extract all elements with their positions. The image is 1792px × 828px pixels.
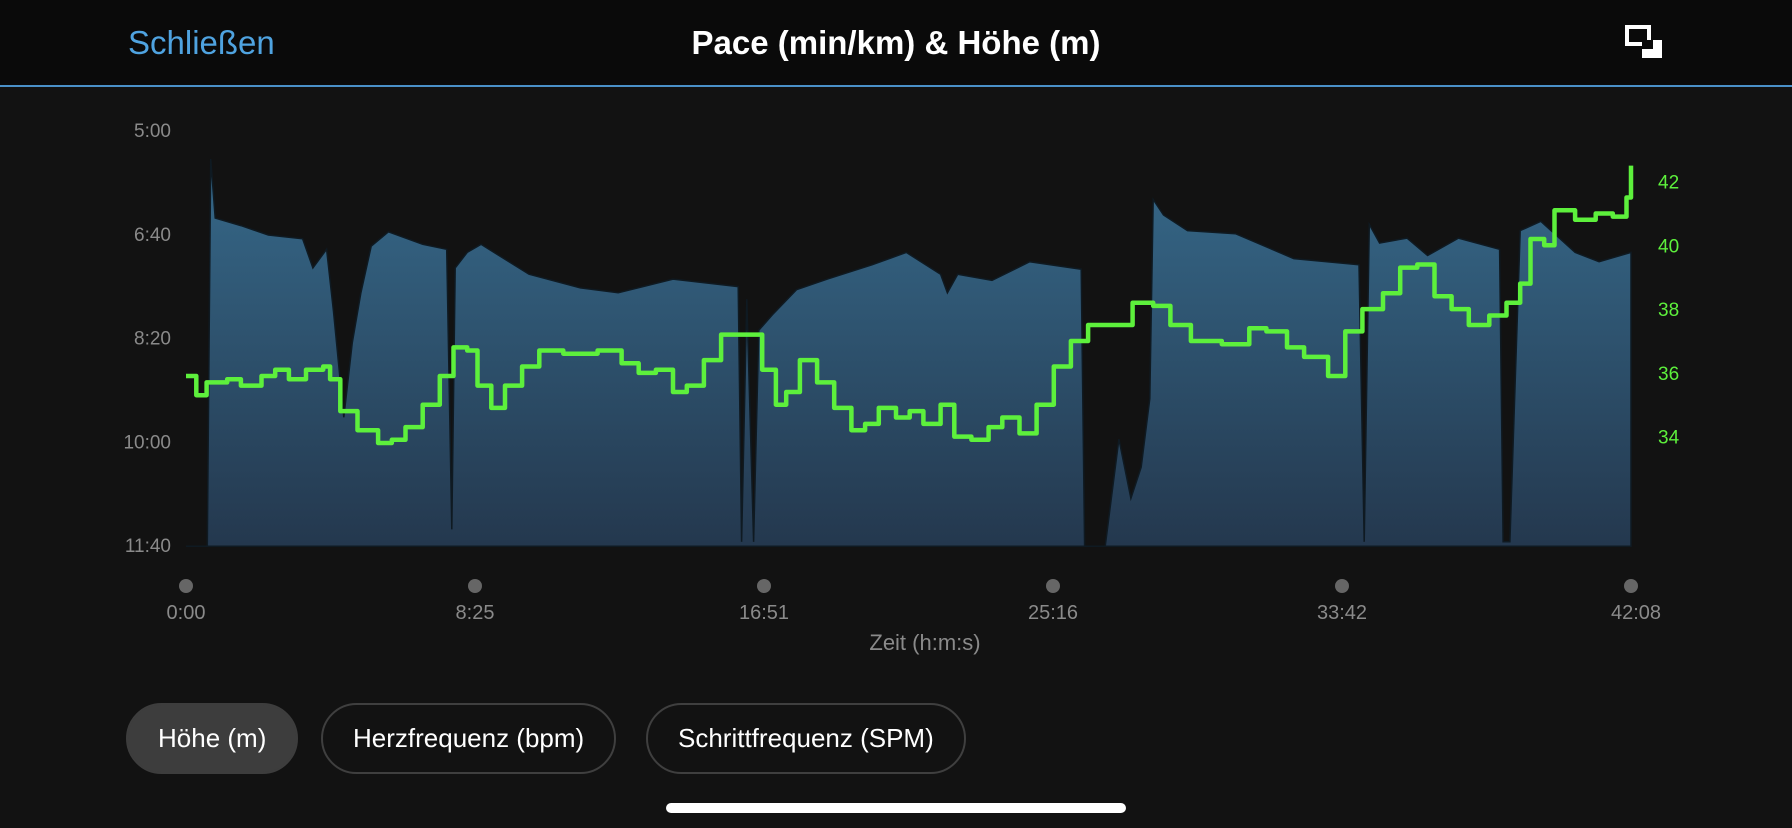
pace-axis-tick-label: 11:40: [125, 536, 171, 557]
time-axis-tick-label: 8:25: [456, 602, 495, 624]
page-title: Pace (min/km) & Höhe (m): [691, 24, 1101, 61]
time-axis-tick-dot: [1046, 579, 1060, 593]
time-axis-tick-dot: [468, 579, 482, 593]
pace-axis-tick-label: 10:00: [123, 432, 171, 453]
pace-axis-tick-label: 8:20: [134, 329, 171, 350]
filter-elevation-button[interactable]: Höhe (m): [126, 703, 299, 774]
filter-heart-rate-button[interactable]: Herzfrequenz (bpm): [321, 703, 617, 774]
elevation-axis-tick-label: 42: [1658, 173, 1679, 194]
elevation-axis-tick-label: 34: [1658, 428, 1680, 449]
time-axis-tick-dot: [179, 579, 193, 593]
time-axis-title: Zeit (h:m:s): [869, 630, 980, 655]
pace-elevation-chart: 5:00 6:40 8:20 10:00 11:40 42 40 38 36 34 0:00 8:25…: [123, 121, 1680, 655]
pace-axis-tick-label: 5:00: [134, 121, 171, 142]
fullscreen-toggle-icon[interactable]: [1624, 24, 1666, 64]
filter-cadence-button[interactable]: Schrittfrequenz (SPM): [646, 703, 966, 774]
elevation-axis-tick-label: 40: [1658, 236, 1679, 257]
time-axis-tick-dot: [1335, 579, 1349, 593]
pace-axis-tick-label: 6:40: [134, 225, 171, 246]
time-axis-tick-label: 16:51: [739, 602, 789, 624]
home-indicator: [666, 803, 1126, 813]
elevation-axis-tick-label: 36: [1658, 364, 1679, 385]
time-axis-tick-label: 33:42: [1317, 602, 1367, 624]
time-axis-tick-label: 25:16: [1028, 602, 1078, 624]
time-axis-tick-label: 0:00: [167, 602, 206, 624]
close-button[interactable]: Schließen: [128, 24, 275, 61]
pace-area-series: [186, 158, 1632, 547]
time-axis-tick-dot: [757, 579, 771, 593]
elevation-axis-tick-label: 38: [1658, 300, 1679, 321]
time-axis-tick-label: 42:08: [1611, 602, 1661, 624]
time-axis-tick-dot: [1624, 579, 1638, 593]
top-bar: Schließen Pace (min/km) & Höhe (m): [0, 0, 1792, 87]
elevation-line-series: [186, 165, 1634, 446]
